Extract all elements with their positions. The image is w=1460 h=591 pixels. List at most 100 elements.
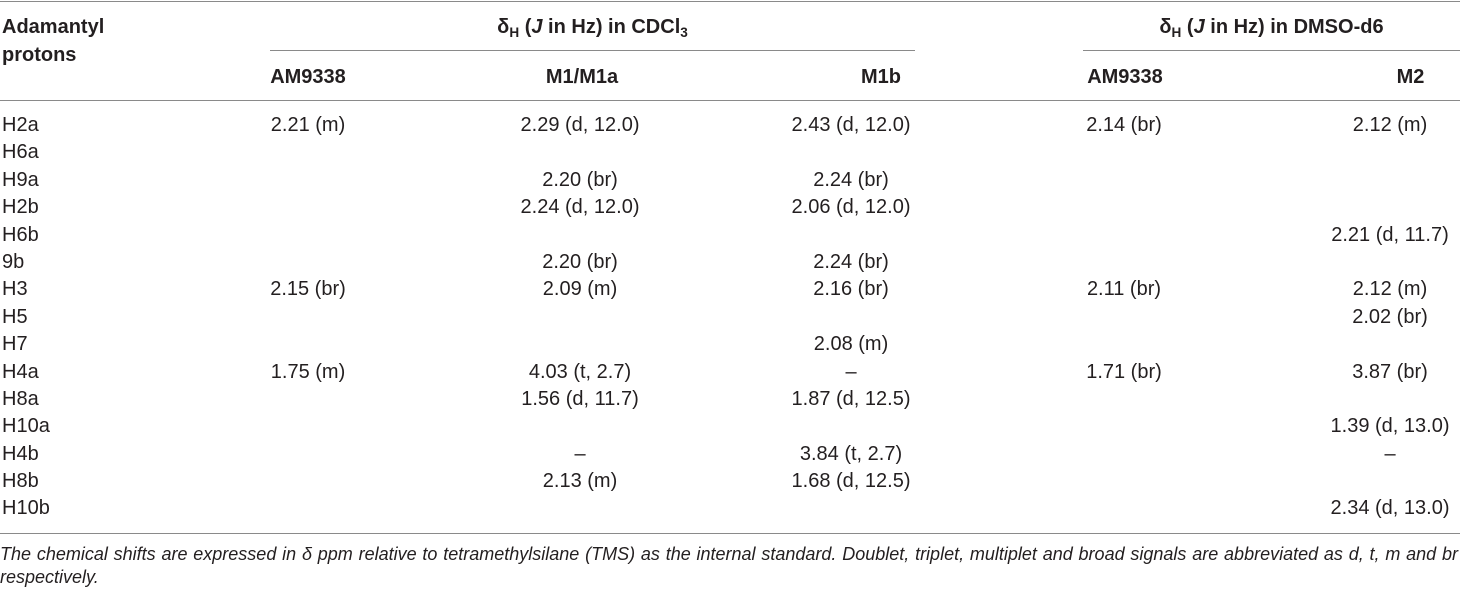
proton-label: H6a [2,141,39,164]
shift-cell: 2.21 (d, 11.7) [1331,223,1449,246]
shift-cell [1024,386,1224,413]
proton-label: H6b [2,223,39,246]
proton-label: H5 [2,305,28,328]
proton-label: H2b [2,196,39,219]
proton-label: H10b [2,497,50,520]
shift-cell [228,139,388,166]
shift-cell: – [574,442,586,465]
shift-cell: 2.29 (d, 12.0) [520,114,640,136]
table-row: H10a 1.39 (d, 13.0) [0,413,1460,440]
column-header: AM9338 [1087,66,1163,88]
shift-cell: 4.03 (t, 2.7) [528,360,632,383]
shift-cell: 2.20 (br) [542,250,618,273]
shift-cell: 2.24 (d, 12.0) [520,196,640,219]
shift-cell [1024,331,1224,358]
column-group-header-dmso: δH (J in Hz) in DMSO-d6 [1083,13,1460,41]
table-row: H7 2.08 (m) [0,331,1460,358]
shift-cell [1320,468,1460,495]
shift-cell: 3.87 (br) [1352,360,1428,383]
table-row: H8a 1.56 (d, 11.7) 1.87 (d, 12.5) [0,386,1460,413]
table-body: H2a 2.21 (m) 2.29 (d, 12.0) 2.43 (d, 12.0) 2… [0,112,1460,523]
table-top-rule [0,1,1460,2]
shift-cell: 2.16 (br) [813,278,889,301]
shift-cell: 2.02 (br) [1352,305,1428,328]
table-row: H6b 2.21 (d, 11.7) [0,222,1460,249]
shift-cell: 2.20 (br) [542,168,618,191]
shift-cell [1024,167,1224,194]
stub-header: Adamantyl protons [2,16,105,66]
shift-cell: 2.15 (br) [270,278,346,301]
shift-cell [1024,441,1224,468]
group-symbol: δ [1159,16,1172,38]
table-row: H6a [0,139,1460,166]
table-row: H10b 2.34 (d, 13.0) [0,495,1460,522]
proton-label: H10a [2,415,50,438]
proton-label: H4b [2,442,39,465]
shift-cell: 2.14 (br) [1086,114,1162,136]
column-group-header-cdcl3: δH (J in Hz) in CDCl3 [270,13,915,41]
shift-cell [1320,249,1460,276]
shift-cell [480,222,680,249]
shift-cell: 1.71 (br) [1086,360,1162,383]
shift-cell: 2.11 (br) [1086,278,1162,301]
group-text: in Hz) in CDCl [542,16,681,38]
column-header: M2 [1396,66,1425,88]
header-rule [0,100,1460,101]
table-row: H3 2.15 (br) 2.09 (m) 2.16 (br) 2.11 (br) 2.1… [0,276,1460,303]
shift-cell [751,413,951,440]
shift-cell: – [845,360,857,383]
shift-cell [1320,167,1460,194]
shift-cell [228,304,388,331]
shift-cell [751,304,951,331]
table-row: H4b – 3.84 (t, 2.7) – [0,441,1460,468]
proton-label: H7 [2,333,28,356]
group-open: ( [1181,16,1194,38]
shift-cell [1024,194,1224,221]
shift-cell [751,495,951,522]
column-group-rule [1083,50,1460,51]
shift-cell: 2.21 (m) [270,114,346,136]
column-header: AM9338 [270,66,346,88]
shift-cell [228,222,388,249]
shift-cell [1024,468,1224,495]
shift-cell: 2.08 (m) [813,333,889,356]
shift-cell: 2.12 (m) [1352,114,1428,136]
shift-cell [228,167,388,194]
proton-label: H2a [2,114,39,136]
table-row: 9b 2.20 (br) 2.24 (br) [0,249,1460,276]
column-header: M1/M1a [545,66,619,88]
shift-cell [228,413,388,440]
shift-cell [228,441,388,468]
shift-cell: 3.84 (t, 2.7) [799,442,903,465]
table-footnote: The chemical shifts are expressed in δ p… [0,544,1458,587]
group-symbol: δ [497,16,510,38]
table-row: H5 2.02 (br) [0,304,1460,331]
shift-cell [228,468,388,495]
shift-cell [480,139,680,166]
shift-cell: 2.12 (m) [1352,278,1428,301]
shift-cell [228,331,388,358]
shift-cell: 1.68 (d, 12.5) [791,470,911,493]
table-row: H9a 2.20 (br) 2.24 (br) [0,167,1460,194]
table-row: H2b 2.24 (d, 12.0) 2.06 (d, 12.0) [0,194,1460,221]
shift-cell [480,331,680,358]
proton-label: H8b [2,470,39,493]
shift-cell [228,495,388,522]
shift-cell: 1.39 (d, 13.0) [1330,415,1450,438]
shift-cell [1320,386,1460,413]
shift-cell [1024,304,1224,331]
group-symbol-subscript: H [509,24,520,40]
shift-cell [1320,139,1460,166]
column-group-rule [270,50,915,51]
shift-cell [1024,222,1224,249]
proton-label: H9a [2,168,39,191]
shift-cell: 1.75 (m) [270,360,346,383]
proton-label: 9b [2,250,25,273]
shift-cell [480,304,680,331]
proton-label: H3 [2,278,28,301]
shift-cell: 2.34 (d, 13.0) [1330,497,1450,520]
shift-cell: 2.43 (d, 12.0) [791,114,911,136]
table-row: H4a 1.75 (m) 4.03 (t, 2.7) – 1.71 (br) 3.87 (… [0,359,1460,386]
group-symbol-subscript: H [1171,24,1182,40]
